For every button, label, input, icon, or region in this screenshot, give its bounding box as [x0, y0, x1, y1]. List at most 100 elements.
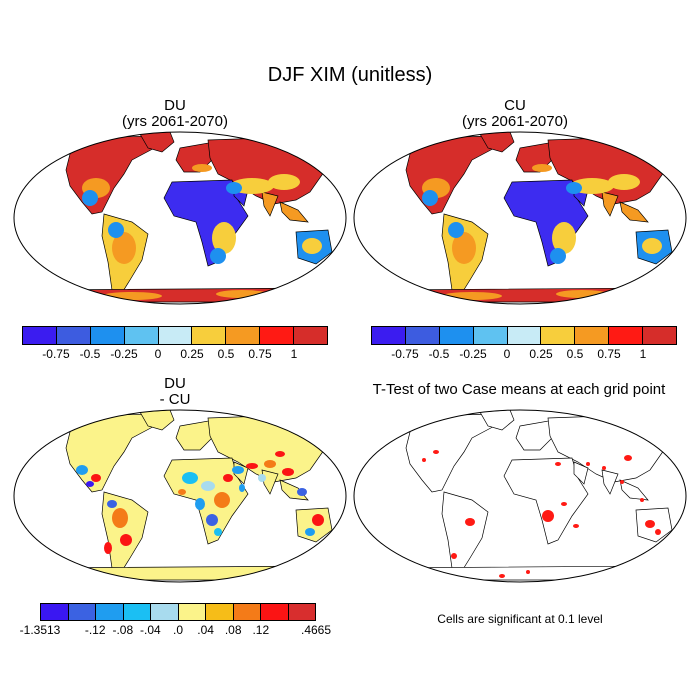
colorbar-tick-label: .08 [224, 623, 242, 637]
region-shade [422, 190, 438, 206]
colorbar-du [22, 326, 328, 345]
colorbar-tick-label: -0.5 [79, 347, 101, 361]
colorbar-tick-label: 0.25 [529, 347, 553, 361]
significant-cell [465, 518, 475, 526]
region-shade [642, 238, 662, 254]
panel-ttest-title: T-Test of two Case means at each grid po… [352, 382, 686, 398]
panel-cu-title-line2: (yrs 2061-2070) [462, 113, 568, 130]
colorbar-swatch [123, 604, 151, 620]
land-india [601, 469, 619, 495]
region-shade [566, 182, 582, 194]
figure-title: DJF XIM (unitless) [267, 64, 433, 86]
significant-cell [620, 480, 624, 484]
region-shade [448, 222, 464, 238]
colorbar-swatch [288, 604, 315, 620]
colorbar-tick-label: 1 [290, 347, 298, 361]
significant-cell [573, 524, 579, 528]
colorbar-tick-label: .12 [252, 623, 270, 637]
diff-cell [246, 463, 258, 469]
region-shade [452, 232, 476, 264]
diff-cell [206, 514, 218, 526]
region-shade [212, 222, 236, 254]
colorbar-swatch [405, 327, 440, 344]
significant-cell [555, 462, 561, 466]
map-diff [13, 409, 347, 583]
colorbar-swatch [56, 327, 91, 344]
map-frame [353, 131, 687, 305]
diff-cell [223, 474, 233, 482]
colorbar-swatch [151, 604, 179, 620]
region-shade [532, 164, 552, 172]
region-shade [550, 248, 566, 264]
colorbar-swatch [233, 604, 261, 620]
colorbar-swatch [90, 327, 125, 344]
land-sa [441, 491, 489, 575]
land-ant [375, 565, 671, 581]
colorbar-tick-label: .04 [197, 623, 214, 637]
colorbar-tick-label: -0.25 [459, 347, 487, 361]
map-cu [353, 131, 687, 305]
colorbar-tick-label: -1.3513 [19, 623, 61, 637]
region-shade [302, 238, 322, 254]
diff-cell [201, 481, 215, 491]
colorbar-cu [371, 326, 677, 345]
diff-cell [312, 514, 324, 526]
colorbar-swatch [372, 327, 406, 344]
diff-cell [275, 451, 285, 457]
region-shade [216, 290, 268, 298]
colorbar-tick-label: -.08 [112, 623, 134, 637]
land-ant [35, 565, 331, 581]
colorbar-swatch [96, 604, 124, 620]
india [601, 191, 619, 217]
panel-diff-title-line2: - CU [159, 391, 191, 408]
colorbar-swatch [41, 604, 69, 620]
colorbar-tick-label: 0 [503, 347, 511, 361]
colorbar-tick-label: 0.5 [217, 347, 235, 361]
significant-cell [499, 574, 505, 578]
southeast-asia [279, 201, 309, 223]
colorbar-tick-label: 0.25 [180, 347, 204, 361]
colorbar-tick-label: -0.75 [42, 347, 70, 361]
colorbar-swatch [643, 327, 677, 344]
diff-cell [264, 460, 276, 468]
map-du [13, 131, 347, 305]
diff-cell [232, 466, 244, 474]
diff-cell [86, 481, 94, 487]
region-shade [82, 190, 98, 206]
map-frame [13, 409, 347, 583]
significant-cell [433, 450, 439, 454]
colorbar-swatch [261, 604, 289, 620]
colorbar-swatch [206, 604, 234, 620]
diff-cell [282, 468, 294, 476]
significant-cell [640, 498, 644, 502]
colorbar-swatch [23, 327, 57, 344]
diff-cell [297, 488, 307, 496]
colorbar-tick-label: -0.25 [110, 347, 138, 361]
colorbar-cu-labels: -0.75 -0.5 -0.25 0 0.25 0.5 0.75 1 [371, 347, 677, 363]
significance-note: Cells are significant at 0.1 level [437, 612, 603, 626]
colorbar-diff-labels: -1.3513 -.12 -.08 -.04 .0 .04 .08 .12 .4665 [20, 623, 331, 639]
antarctica [375, 287, 671, 303]
region-shade [108, 222, 124, 238]
diff-cell [178, 489, 186, 495]
significant-cell [655, 529, 661, 535]
colorbar-swatch [68, 604, 96, 620]
significant-cell [451, 553, 457, 559]
significant-cell [586, 462, 590, 466]
colorbar-tick-label: -0.5 [428, 347, 450, 361]
land-eur [175, 419, 215, 451]
panel-cu-title-line1: CU [504, 97, 526, 114]
colorbar-diff [40, 603, 316, 621]
colorbar-swatch [226, 327, 261, 344]
land-eur [515, 419, 555, 451]
significant-cell [422, 458, 426, 462]
land-seasia [619, 479, 649, 501]
diff-cell [76, 465, 88, 475]
map-ttest [353, 409, 687, 583]
colorbar-tick-label: 0.75 [597, 347, 621, 361]
region-shade [112, 232, 136, 264]
colorbar-tick-label: -0.75 [391, 347, 419, 361]
diff-cell [104, 542, 112, 554]
panel-diff-title: DU - CU [40, 376, 310, 408]
map-frame [353, 409, 687, 583]
